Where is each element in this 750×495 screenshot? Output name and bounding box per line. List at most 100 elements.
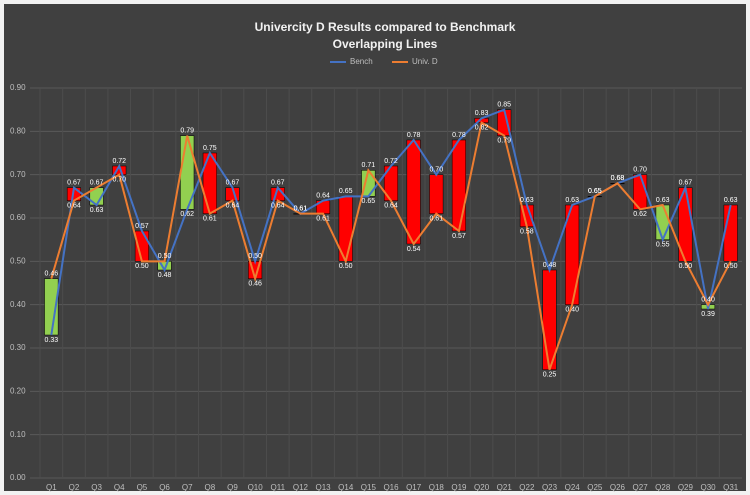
data-label: 0.63: [724, 197, 738, 204]
up-down-bar: [451, 139, 466, 232]
data-label: 0.62: [180, 211, 194, 218]
data-label: 0.83: [475, 110, 489, 117]
up-down-bar: [406, 139, 421, 245]
x-tick-label: Q26: [610, 483, 626, 492]
x-tick-label: Q29: [678, 483, 694, 492]
x-tick-label: Q12: [293, 483, 309, 492]
data-label: 0.64: [384, 203, 398, 210]
y-tick-label: 0.20: [10, 386, 26, 395]
y-tick-label: 0.50: [10, 256, 26, 265]
data-label: 0.50: [339, 263, 353, 270]
data-label: 0.46: [45, 271, 59, 278]
x-tick-label: Q23: [542, 483, 558, 492]
y-tick-label: 0.00: [10, 473, 26, 482]
data-label: 0.79: [180, 128, 194, 135]
data-label: 0.64: [226, 203, 240, 210]
data-label: 0.75: [203, 145, 217, 152]
data-label: 0.61: [429, 216, 443, 223]
x-tick-label: Q20: [474, 483, 490, 492]
x-tick-label: Q24: [565, 483, 581, 492]
legend-label: Bench: [350, 57, 373, 66]
data-label: 0.63: [656, 197, 670, 204]
chart-area: [4, 4, 746, 491]
data-label: 0.72: [384, 158, 398, 165]
data-label: 0.64: [271, 203, 285, 210]
x-tick-label: Q19: [451, 483, 467, 492]
data-label: 0.78: [452, 132, 466, 139]
x-tick-label: Q27: [633, 483, 649, 492]
series-line: [50, 121, 732, 370]
data-label: 0.33: [45, 337, 59, 344]
data-label: 0.68: [611, 175, 625, 182]
data-label: 0.68: [611, 175, 625, 182]
x-tick-label: Q30: [700, 483, 716, 492]
data-label: 0.61: [294, 206, 308, 213]
data-label: 0.46: [248, 281, 262, 288]
x-tick-label: Q2: [69, 483, 80, 492]
data-label: 0.70: [633, 167, 647, 174]
data-label: 0.64: [67, 203, 81, 210]
up-down-bar: [655, 204, 670, 240]
x-tick-label: Q21: [497, 483, 513, 492]
data-label: 0.67: [226, 180, 240, 187]
y-tick-label: 0.70: [10, 170, 26, 179]
data-label: 0.64: [316, 193, 330, 200]
data-label: 0.40: [565, 307, 579, 314]
data-label: 0.67: [67, 180, 81, 187]
data-label: 0.48: [158, 272, 172, 279]
chart-subtitle: Overlapping Lines: [333, 37, 438, 51]
y-tick-label: 0.10: [10, 430, 26, 439]
data-label: 0.61: [294, 206, 308, 213]
data-label: 0.50: [135, 263, 149, 270]
data-label: 0.25: [543, 372, 557, 379]
legend-label: Univ. D: [412, 57, 438, 66]
x-tick-label: Q3: [91, 483, 102, 492]
data-label: 0.57: [135, 223, 149, 230]
data-label: 0.48: [543, 262, 557, 269]
x-tick-label: Q22: [519, 483, 535, 492]
data-label: 0.63: [565, 197, 579, 204]
data-label: 0.79: [497, 138, 511, 145]
data-label: 0.65: [362, 198, 376, 205]
data-label: 0.71: [362, 162, 376, 169]
x-tick-label: Q11: [271, 483, 286, 492]
data-label: 0.65: [339, 188, 353, 195]
data-label: 0.61: [203, 216, 217, 223]
y-tick-label: 0.60: [10, 213, 26, 222]
data-label: 0.65: [588, 188, 602, 195]
x-tick-label: Q16: [383, 483, 399, 492]
x-tick-label: Q10: [248, 483, 264, 492]
x-tick-label: Q13: [316, 483, 332, 492]
x-tick-label: Q17: [406, 483, 422, 492]
y-tick-label: 0.30: [10, 343, 26, 352]
x-tick-label: Q8: [205, 483, 216, 492]
data-label: 0.58: [520, 229, 534, 236]
data-label: 0.57: [452, 233, 466, 240]
up-down-bar: [429, 174, 444, 214]
data-label: 0.50: [248, 253, 262, 260]
data-label: 0.78: [407, 132, 421, 139]
up-down-bar: [723, 204, 738, 262]
y-tick-label: 0.40: [10, 300, 26, 309]
data-label: 0.82: [475, 125, 489, 132]
x-tick-label: Q1: [46, 483, 57, 492]
data-label: 0.55: [656, 242, 670, 249]
x-tick-label: Q18: [429, 483, 445, 492]
data-label: 0.67: [90, 180, 104, 187]
data-label: 0.61: [316, 216, 330, 223]
data-label: 0.63: [90, 207, 104, 214]
x-tick-label: Q31: [723, 483, 739, 492]
data-label: 0.50: [158, 253, 172, 260]
data-label: 0.50: [679, 263, 693, 270]
data-label: 0.70: [112, 177, 126, 184]
chart-title: Univercity D Results compared to Benchma…: [255, 20, 516, 34]
x-tick-label: Q6: [159, 483, 170, 492]
data-label: 0.54: [407, 246, 421, 253]
x-tick-label: Q25: [587, 483, 603, 492]
x-tick-label: Q15: [361, 483, 377, 492]
data-label: 0.40: [701, 297, 715, 304]
x-tick-label: Q14: [338, 483, 354, 492]
data-label: 0.39: [701, 311, 715, 318]
y-tick-label: 0.80: [10, 126, 26, 135]
